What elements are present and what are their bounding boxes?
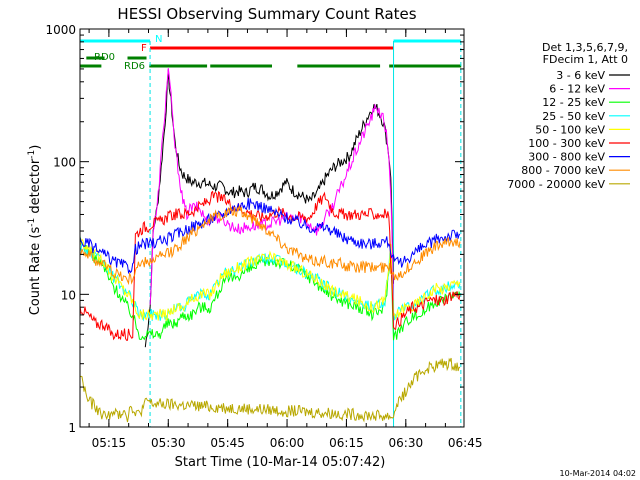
legend-header-1: Det 1,3,5,6,7,9, xyxy=(542,41,628,54)
series-line-7 xyxy=(79,204,461,286)
series-line-8 xyxy=(79,357,461,423)
flag-label-rd0: RD0 xyxy=(94,52,115,63)
y-tick-label-1: 10 xyxy=(61,288,76,302)
legend-label-6: 300 - 800 keV xyxy=(528,151,605,164)
x-tick-label-5: 06:30 xyxy=(389,436,424,450)
legend-header-2: FDecim 1, Att 0 xyxy=(543,53,628,66)
x-tick-label-1: 05:30 xyxy=(151,436,186,450)
series-lines xyxy=(79,68,461,423)
y-axis-label: Count Rate (s-1 detector-1) xyxy=(27,145,43,316)
y-axis-ticks: 1 10 100 1000 xyxy=(45,23,464,435)
legend-label-3: 25 - 50 keV xyxy=(542,110,605,123)
y-tick-label-2: 100 xyxy=(53,156,76,170)
y-axis-label-part3: ) xyxy=(28,145,43,150)
legend-label-4: 50 - 100 keV xyxy=(535,123,605,136)
series-line-1 xyxy=(149,68,394,305)
observing-flags: NF RD0 RD6 xyxy=(80,34,462,72)
flag-label-f: F xyxy=(141,43,147,54)
x-tick-label-3: 06:00 xyxy=(270,436,305,450)
night-markers xyxy=(149,41,462,427)
legend-label-0: 3 - 6 keV xyxy=(556,69,605,82)
chart-title: HESSI Observing Summary Count Rates xyxy=(117,5,416,23)
x-tick-label-4: 06:15 xyxy=(329,436,364,450)
plot-frame xyxy=(79,28,465,428)
series-line-6 xyxy=(79,198,461,275)
x-axis-ticks: 05:15 05:30 05:45 06:00 06:15 06:30 06:45 xyxy=(88,29,483,450)
y-axis-label-sup1: -1 xyxy=(27,218,37,227)
y-tick-label-3: 1000 xyxy=(45,23,76,37)
y-axis-label-part2: detector xyxy=(28,158,43,218)
series-line-3 xyxy=(79,241,461,322)
timestamp: 10-Mar-2014 04:02 xyxy=(560,469,637,478)
plot-axes xyxy=(79,28,465,428)
series-line-4 xyxy=(79,238,461,322)
series-line-5 xyxy=(79,190,461,341)
flag-label-n: N xyxy=(155,34,162,45)
flag-label-rd6: RD6 xyxy=(124,61,145,72)
legend-label-5: 100 - 300 keV xyxy=(528,137,605,150)
legend-label-1: 6 - 12 keV xyxy=(549,83,605,96)
legend-label-2: 12 - 25 keV xyxy=(542,96,605,109)
x-tick-label-0: 05:15 xyxy=(92,436,127,450)
x-tick-label-6: 06:45 xyxy=(448,436,483,450)
x-axis-label: Start Time (10-Mar-14 05:07:42) xyxy=(175,455,386,470)
y-axis-label-sup2: -1 xyxy=(27,150,37,159)
legend: Det 1,3,5,6,7,9, FDecim 1, Att 0 3 - 6 k… xyxy=(507,41,630,191)
series-line-0 xyxy=(144,69,394,348)
legend-label-7: 800 - 7000 keV xyxy=(521,164,605,177)
legend-label-8: 7000 - 20000 keV xyxy=(507,178,605,191)
y-axis-label-part1: Count Rate (s xyxy=(28,227,43,316)
x-tick-label-2: 05:45 xyxy=(210,436,245,450)
y-tick-label-0: 1 xyxy=(68,421,76,435)
